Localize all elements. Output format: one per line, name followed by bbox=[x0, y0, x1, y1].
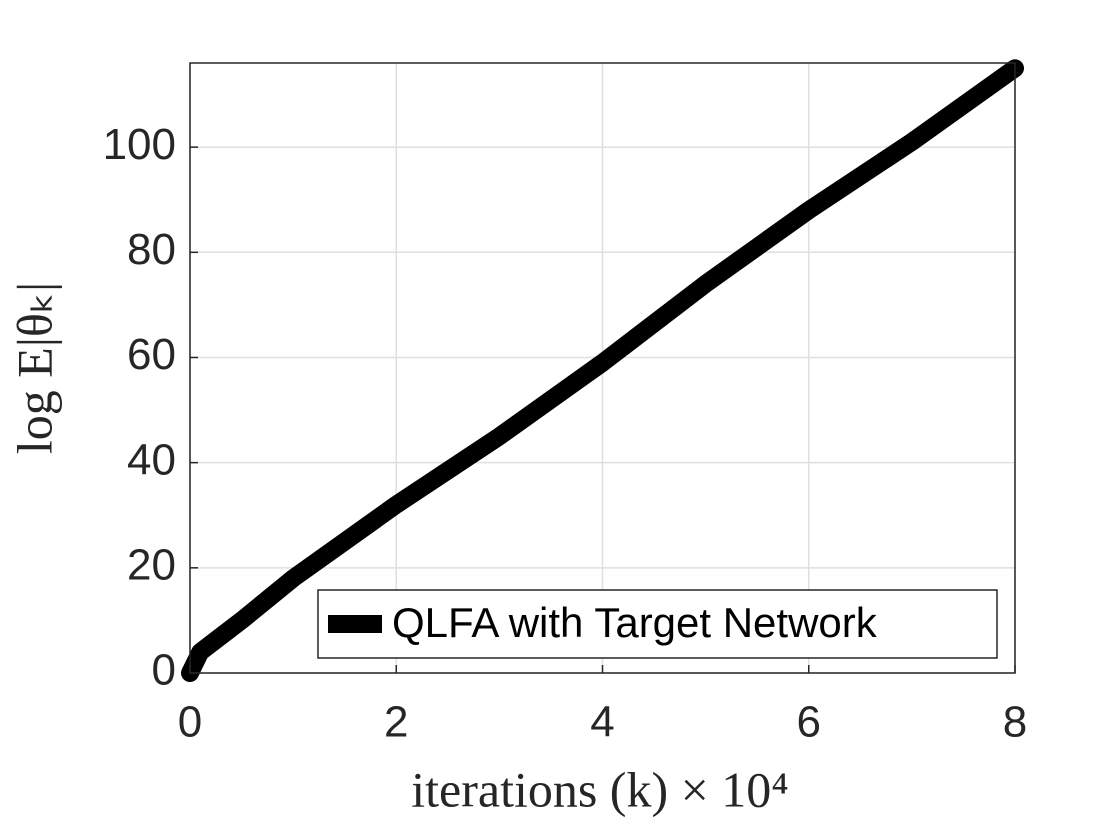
x-tick-label: 4 bbox=[590, 698, 614, 747]
legend-label: QLFA with Target Network bbox=[392, 599, 878, 646]
plot bbox=[181, 59, 1024, 682]
y-tick-label: 20 bbox=[127, 540, 176, 589]
x-tick-label: 8 bbox=[1003, 698, 1027, 747]
y-tick-label: 80 bbox=[127, 225, 176, 274]
y-tick-label: 100 bbox=[103, 120, 176, 169]
x-axis-label: iterations (k) × 10⁴ bbox=[411, 761, 789, 817]
x-tick-label: 0 bbox=[178, 698, 202, 747]
y-axis-label: log E|θₖ| bbox=[6, 282, 62, 454]
data-line bbox=[181, 59, 1024, 682]
x-tick-label: 2 bbox=[384, 698, 408, 747]
x-tick-label: 6 bbox=[797, 698, 821, 747]
y-tick-label: 40 bbox=[127, 435, 176, 484]
legend-box bbox=[317, 589, 998, 659]
y-tick-label: 0 bbox=[152, 646, 176, 695]
y-tick-label: 60 bbox=[127, 330, 176, 379]
